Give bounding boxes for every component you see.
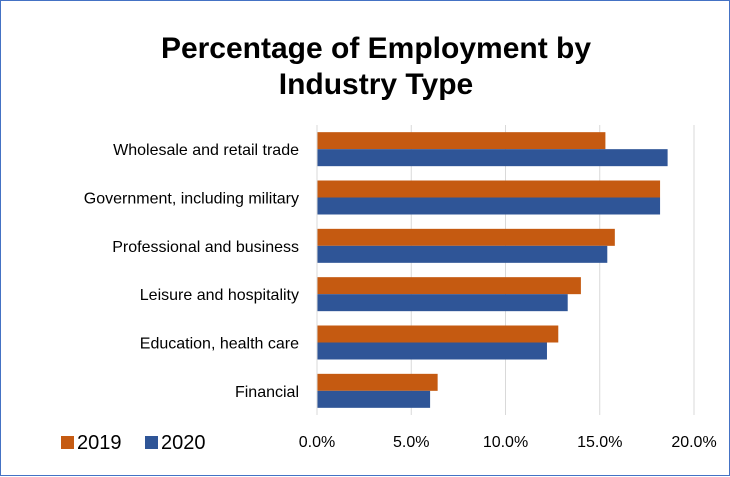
x-tick-label: 10.0%: [483, 434, 528, 451]
category-label: Professional and business: [112, 239, 299, 256]
legend-swatch-2019: [61, 436, 74, 449]
bar-2019: [317, 228, 615, 246]
chart-title: Percentage of Employment by Industry Typ…: [1, 31, 730, 103]
x-tick-label: 20.0%: [671, 434, 716, 451]
category-label: Government, including military: [84, 191, 299, 208]
bar-2019: [317, 132, 606, 150]
legend-label-2020: 2020: [161, 432, 206, 454]
bar-2020: [317, 197, 661, 215]
x-tick-label: 15.0%: [577, 434, 622, 451]
chart-title-line-1: Percentage of Employment by: [160, 32, 592, 65]
bar-2019: [317, 325, 559, 343]
category-label: Financial: [235, 384, 299, 401]
bar-2020: [317, 294, 568, 312]
legend-swatch-2020: [145, 436, 158, 449]
bar-2020: [317, 390, 431, 408]
bar-2020: [317, 149, 668, 167]
x-tick-label: 5.0%: [393, 434, 429, 451]
x-tick-label: 0.0%: [299, 434, 335, 451]
bar-2019: [317, 277, 581, 295]
legend-label-2019: 2019: [77, 432, 122, 454]
chart-title-line-2: Industry Type: [278, 68, 474, 101]
bar-2020: [317, 245, 608, 263]
category-label: Education, health care: [140, 336, 299, 353]
bar-2019: [317, 180, 661, 198]
category-label: Leisure and hospitality: [140, 287, 299, 304]
bar-2019: [317, 373, 438, 391]
bar-2020: [317, 342, 547, 360]
category-label: Wholesale and retail trade: [113, 142, 299, 159]
